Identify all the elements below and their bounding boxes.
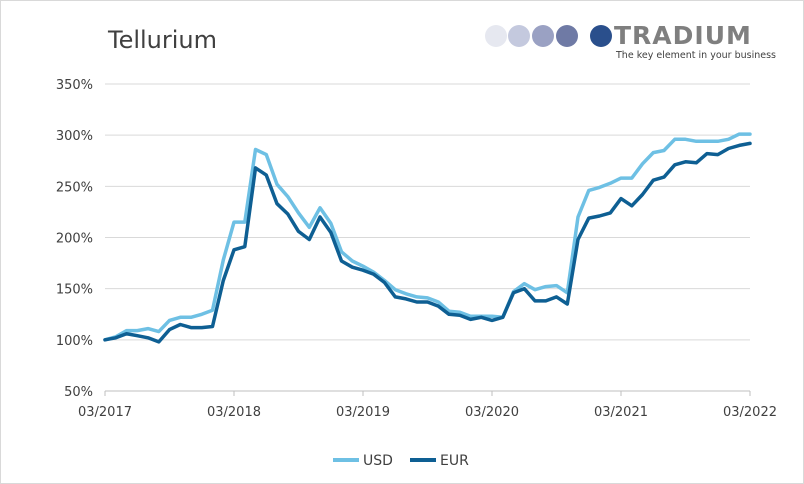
logo-dot-5 xyxy=(590,25,612,47)
series-line-usd xyxy=(103,132,752,342)
logo-tagline: The key element in your business xyxy=(615,50,776,61)
legend: USD EUR xyxy=(333,453,469,469)
logo-dot-1 xyxy=(485,25,507,47)
x-tick-label: 03/2017 xyxy=(78,405,132,420)
y-tick-label: 200% xyxy=(56,232,93,247)
x-tick-label: 03/2021 xyxy=(594,405,648,420)
y-tick-label: 300% xyxy=(56,129,93,144)
logo-dot-3 xyxy=(532,25,554,47)
x-tick-label: 03/2019 xyxy=(336,405,390,420)
y-tick-label: 150% xyxy=(56,283,93,298)
x-tick-label: 03/2020 xyxy=(465,405,519,420)
y-tick-label: 350% xyxy=(56,78,93,93)
logo: TRADIUM The key element in your business xyxy=(485,21,776,61)
logo-wordmark: TRADIUM xyxy=(614,21,752,50)
axes: 50% 100% 150% 200% 250% 300% 350% 03/2017 03/201… xyxy=(56,78,777,420)
y-tick-label: 50% xyxy=(64,385,93,400)
y-tick-label: 100% xyxy=(56,334,93,349)
gridlines xyxy=(105,83,750,341)
x-tick-label: 03/2018 xyxy=(207,405,261,420)
logo-dot-4 xyxy=(556,25,578,47)
legend-label-usd: USD xyxy=(363,453,393,469)
chart-title: Tellurium xyxy=(107,26,217,54)
logo-dot-2 xyxy=(508,25,530,47)
x-tick-label: 03/2022 xyxy=(723,405,777,420)
legend-label-eur: EUR xyxy=(440,453,469,469)
y-tick-label: 250% xyxy=(56,180,93,195)
series-line-eur xyxy=(103,141,752,344)
series-lines xyxy=(103,132,752,344)
